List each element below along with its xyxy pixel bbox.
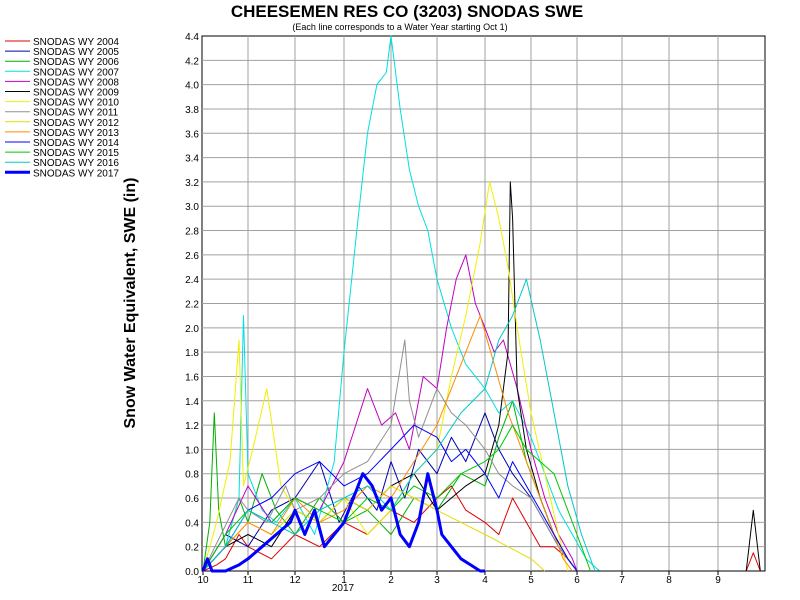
y-tick-label: 2.2 xyxy=(185,300,199,311)
y-tick-label: 3.0 xyxy=(185,202,199,213)
legend-label: SNODAS WY 2005 xyxy=(33,47,119,58)
y-tick-label: 0.2 xyxy=(185,543,199,554)
legend-label: SNODAS WY 2015 xyxy=(33,148,119,159)
legend-label: SNODAS WY 2007 xyxy=(33,67,119,78)
legend-label: SNODAS WY 2006 xyxy=(33,57,119,68)
y-axis-ticks: 0.0 0.2 0.4 0.6 0.8 1.0 1.2 1.4 1.6 1.8 2.0 2.2 2.4 2… xyxy=(185,32,199,578)
y-tick-label: 2.0 xyxy=(185,324,199,335)
legend-label: SNODAS WY 2013 xyxy=(33,128,119,139)
y-tick-label: 2.4 xyxy=(185,275,199,286)
series-line-10 xyxy=(202,315,573,572)
x-tick-label: 5 xyxy=(528,575,534,586)
series-line-14 xyxy=(201,472,485,573)
y-tick-label: 1.6 xyxy=(185,372,199,383)
x-tick-label: 7 xyxy=(619,575,625,586)
x-tick-label: 3 xyxy=(434,575,440,586)
x-tick-label: 9 xyxy=(715,575,721,586)
chart-subtitle: (Each line corresponds to a Water Year s… xyxy=(292,22,507,32)
y-tick-label: 3.4 xyxy=(185,154,199,165)
series-line-12 xyxy=(202,424,591,572)
y-axis-label: Snow Water Equivalent, SWE (in) xyxy=(122,178,139,429)
legend-label: SNODAS WY 2010 xyxy=(33,98,119,109)
x-axis-ticks: 10 11 12 1 2 3 4 5 6 7 8 9 xyxy=(197,571,721,586)
x-tick-label: 8 xyxy=(666,575,672,586)
series-lines xyxy=(201,35,761,573)
x-axis-year-label: 2017 xyxy=(332,583,355,594)
y-tick-label: 0.4 xyxy=(185,518,199,529)
series-line-11 xyxy=(202,424,578,572)
legend-label: SNODAS WY 2017 xyxy=(33,168,119,179)
series-line-8 xyxy=(202,339,578,572)
x-tick-label: 11 xyxy=(243,575,254,586)
series-line-1 xyxy=(202,485,761,572)
y-tick-label: 3.2 xyxy=(185,178,199,189)
legend-label: SNODAS WY 2016 xyxy=(33,158,119,169)
y-tick-label: 4.2 xyxy=(185,56,199,67)
legend-label: SNODAS WY 2009 xyxy=(33,88,119,99)
legend-label: SNODAS WY 2011 xyxy=(33,108,119,119)
y-tick-label: 4.4 xyxy=(185,32,199,43)
y-tick-label: 0.8 xyxy=(185,470,199,481)
y-tick-label: 0.0 xyxy=(185,567,199,578)
y-tick-label: 0.6 xyxy=(185,494,199,505)
y-tick-label: 3.6 xyxy=(185,129,199,140)
chart-title: CHEESEMEN RES CO (3203) SNODAS SWE xyxy=(231,2,583,21)
legend-label: SNODAS WY 2004 xyxy=(33,37,119,48)
y-tick-label: 1.4 xyxy=(185,397,199,408)
y-tick-label: 3.8 xyxy=(185,105,199,116)
y-tick-label: 2.6 xyxy=(185,251,199,262)
x-tick-label: 10 xyxy=(197,575,209,586)
x-tick-label: 12 xyxy=(289,575,301,586)
legend-label: SNODAS WY 2008 xyxy=(33,77,119,88)
x-tick-label: 6 xyxy=(574,575,580,586)
series-line-13 xyxy=(202,278,596,572)
y-tick-label: 1.0 xyxy=(185,445,199,456)
y-tick-label: 1.8 xyxy=(185,348,199,359)
y-tick-label: 4.0 xyxy=(185,81,199,92)
legend-label: SNODAS WY 2012 xyxy=(33,118,119,129)
legend-label: SNODAS WY 2014 xyxy=(33,138,119,149)
x-tick-label: 4 xyxy=(482,575,488,586)
y-tick-label: 1.2 xyxy=(185,421,199,432)
x-tick-label: 2 xyxy=(388,575,394,586)
x-tick-label: 1 xyxy=(341,575,347,586)
y-tick-label: 2.8 xyxy=(185,227,199,238)
